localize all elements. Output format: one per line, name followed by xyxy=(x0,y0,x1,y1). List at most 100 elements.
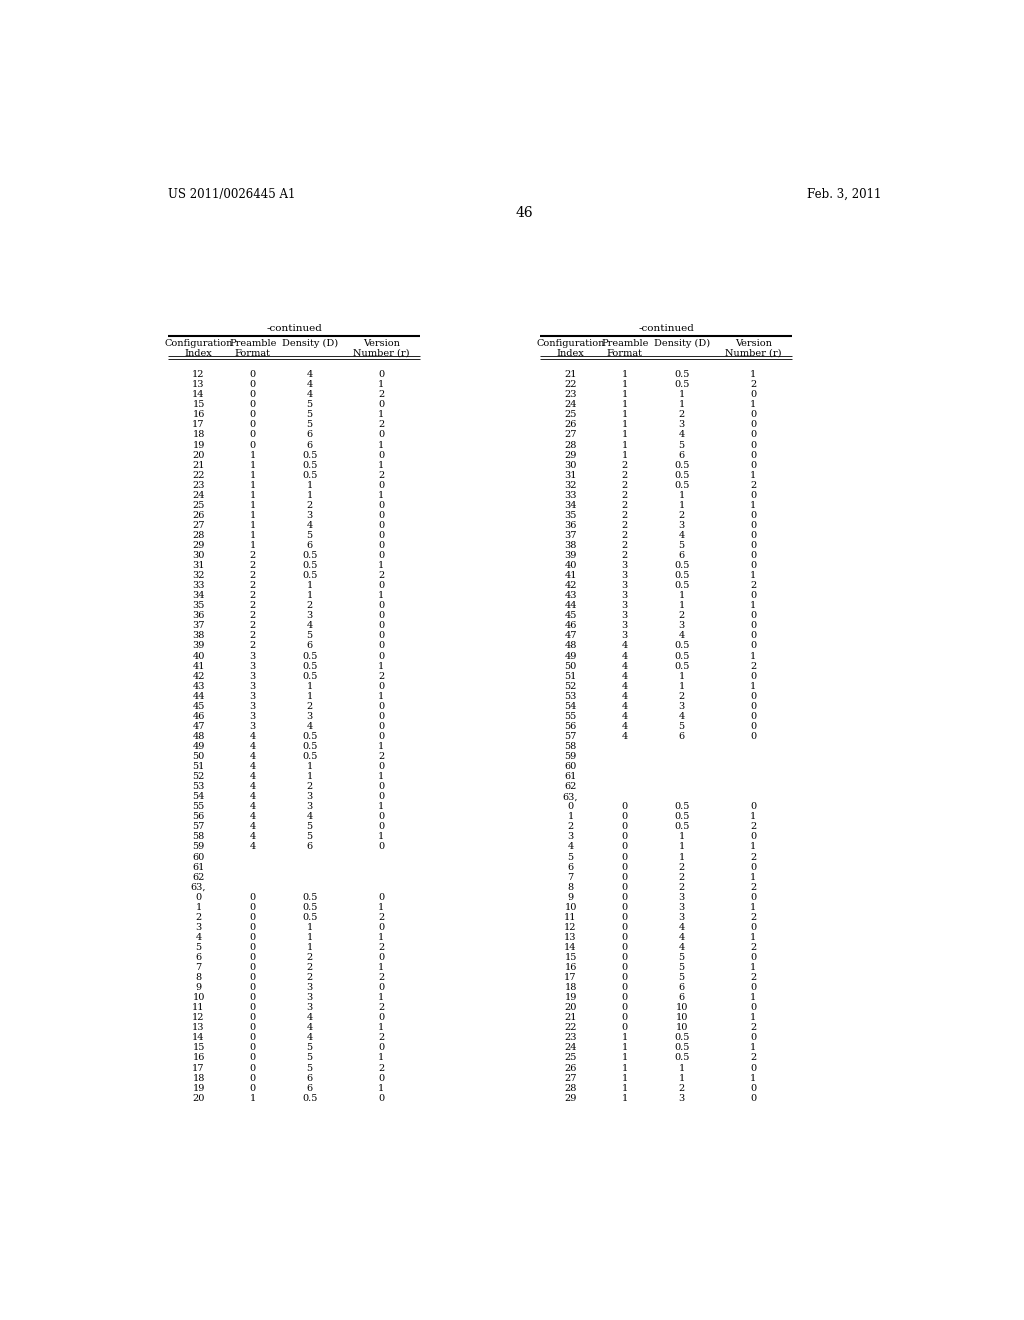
Text: 0: 0 xyxy=(250,1003,256,1012)
Text: 3: 3 xyxy=(250,722,256,731)
Text: 1: 1 xyxy=(306,692,313,701)
Text: 1: 1 xyxy=(622,1084,628,1093)
Text: 50: 50 xyxy=(564,661,577,671)
Text: 0: 0 xyxy=(378,1043,384,1052)
Text: 0.5: 0.5 xyxy=(674,380,689,389)
Text: 0.5: 0.5 xyxy=(302,752,317,762)
Text: 0: 0 xyxy=(751,550,757,560)
Text: 0.5: 0.5 xyxy=(674,561,689,570)
Text: 0: 0 xyxy=(622,862,628,871)
Text: 1: 1 xyxy=(751,993,757,1002)
Text: 20: 20 xyxy=(193,1094,205,1102)
Text: 28: 28 xyxy=(193,531,205,540)
Text: 0: 0 xyxy=(250,1073,256,1082)
Text: 4: 4 xyxy=(250,762,256,771)
Text: 0: 0 xyxy=(250,1053,256,1063)
Text: 37: 37 xyxy=(193,622,205,631)
Text: 63,: 63, xyxy=(563,792,579,801)
Text: 0.5: 0.5 xyxy=(674,661,689,671)
Text: 14: 14 xyxy=(193,391,205,399)
Text: 4: 4 xyxy=(250,792,256,801)
Text: 1: 1 xyxy=(378,661,385,671)
Text: 6: 6 xyxy=(679,450,685,459)
Text: 0: 0 xyxy=(378,1094,384,1102)
Text: 1: 1 xyxy=(378,591,385,601)
Text: 2: 2 xyxy=(622,500,628,510)
Text: 3: 3 xyxy=(622,631,628,640)
Text: 25: 25 xyxy=(564,1053,577,1063)
Text: 2: 2 xyxy=(250,602,256,610)
Text: 8: 8 xyxy=(567,883,573,892)
Text: 3: 3 xyxy=(250,652,256,660)
Text: 9: 9 xyxy=(196,983,202,993)
Text: 5: 5 xyxy=(679,722,685,731)
Text: 1: 1 xyxy=(622,430,628,440)
Text: 1: 1 xyxy=(679,500,685,510)
Text: 0: 0 xyxy=(751,491,757,500)
Text: 3: 3 xyxy=(306,983,313,993)
Text: 45: 45 xyxy=(193,702,205,710)
Text: 19: 19 xyxy=(564,993,577,1002)
Text: 4: 4 xyxy=(306,1034,313,1043)
Text: 2: 2 xyxy=(250,611,256,620)
Text: 60: 60 xyxy=(564,762,577,771)
Text: 0: 0 xyxy=(250,370,256,379)
Text: 35: 35 xyxy=(193,602,205,610)
Text: 2: 2 xyxy=(751,942,757,952)
Text: 1: 1 xyxy=(306,681,313,690)
Text: 3: 3 xyxy=(622,622,628,631)
Text: 0.5: 0.5 xyxy=(674,581,689,590)
Text: 3: 3 xyxy=(306,803,313,812)
Text: 0: 0 xyxy=(250,892,256,902)
Text: 2: 2 xyxy=(751,883,757,892)
Text: 1: 1 xyxy=(751,873,757,882)
Text: 1: 1 xyxy=(306,581,313,590)
Text: 0: 0 xyxy=(250,933,256,942)
Text: 61: 61 xyxy=(193,862,205,871)
Text: 0: 0 xyxy=(751,441,757,450)
Text: 0: 0 xyxy=(567,803,573,812)
Text: 1: 1 xyxy=(751,842,757,851)
Text: 2: 2 xyxy=(751,1023,757,1032)
Text: 0: 0 xyxy=(751,803,757,812)
Text: 1: 1 xyxy=(306,762,313,771)
Text: 2: 2 xyxy=(378,1003,385,1012)
Text: 4: 4 xyxy=(567,842,573,851)
Text: 31: 31 xyxy=(193,561,205,570)
Text: 16: 16 xyxy=(193,1053,205,1063)
Text: 0: 0 xyxy=(751,692,757,701)
Text: 31: 31 xyxy=(564,471,577,479)
Text: 0.5: 0.5 xyxy=(302,913,317,921)
Text: 37: 37 xyxy=(564,531,577,540)
Text: 0: 0 xyxy=(751,1034,757,1043)
Text: 27: 27 xyxy=(564,1073,577,1082)
Text: 23: 23 xyxy=(193,480,205,490)
Text: 1: 1 xyxy=(751,812,757,821)
Text: 19: 19 xyxy=(193,441,205,450)
Text: 2: 2 xyxy=(378,1064,385,1073)
Text: 2: 2 xyxy=(679,862,685,871)
Text: 10: 10 xyxy=(676,1023,688,1032)
Text: 57: 57 xyxy=(193,822,205,832)
Text: Version
Number (r): Version Number (r) xyxy=(725,339,781,358)
Text: 1: 1 xyxy=(622,1073,628,1082)
Text: 0: 0 xyxy=(751,622,757,631)
Text: 47: 47 xyxy=(193,722,205,731)
Text: 1: 1 xyxy=(250,531,256,540)
Text: 20: 20 xyxy=(564,1003,577,1012)
Text: 40: 40 xyxy=(564,561,577,570)
Text: 0: 0 xyxy=(250,942,256,952)
Text: 1: 1 xyxy=(679,400,685,409)
Text: 2: 2 xyxy=(250,642,256,651)
Text: 1: 1 xyxy=(378,692,385,701)
Text: 1: 1 xyxy=(751,602,757,610)
Text: 2: 2 xyxy=(679,883,685,892)
Text: 1: 1 xyxy=(378,561,385,570)
Text: 2: 2 xyxy=(679,511,685,520)
Text: 4: 4 xyxy=(622,692,628,701)
Text: 4: 4 xyxy=(250,752,256,762)
Text: 1: 1 xyxy=(378,833,385,841)
Text: Version
Number (r): Version Number (r) xyxy=(353,339,410,358)
Text: 3: 3 xyxy=(250,661,256,671)
Text: 1: 1 xyxy=(679,853,685,862)
